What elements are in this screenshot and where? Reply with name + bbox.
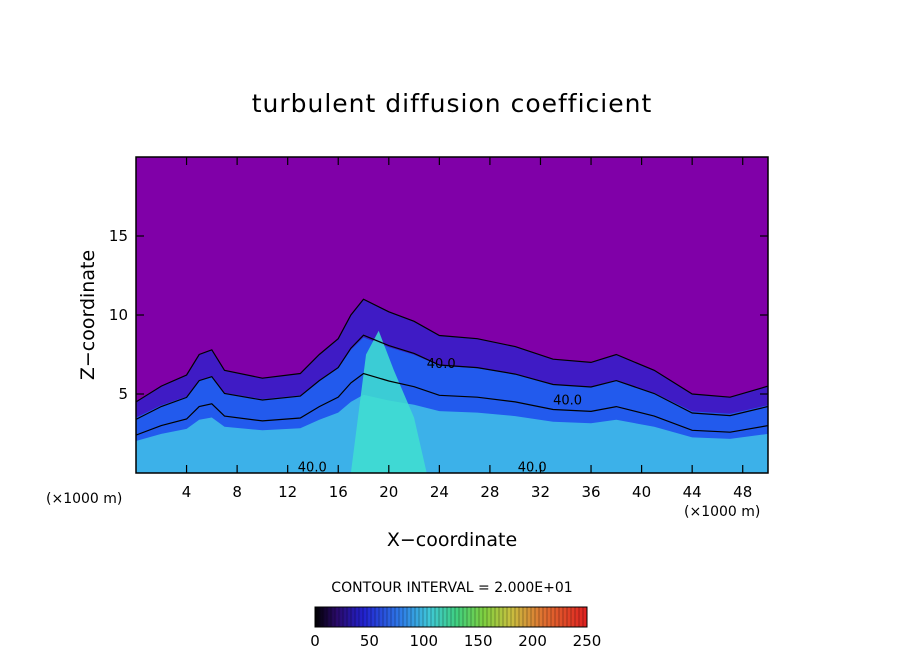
- y-axis-label: Z−coordinate: [77, 250, 99, 380]
- contour-label: 40.0: [427, 357, 456, 372]
- x-tick-label: 32: [531, 483, 550, 501]
- x-unit-right: (×1000 m): [684, 504, 760, 520]
- x-tick-label: 4: [182, 483, 192, 501]
- contour-line: [136, 372, 768, 436]
- x-tick-label: 44: [683, 483, 702, 501]
- x-tick-label: 36: [581, 483, 600, 501]
- x-tick-label: 28: [480, 483, 499, 501]
- colorbar-tick-label: 100: [409, 632, 438, 650]
- colorbar-tick-label: 0: [310, 632, 320, 650]
- field-band-high: [136, 394, 768, 473]
- x-tick-label: 8: [232, 483, 242, 501]
- x-tick-label: 12: [278, 483, 297, 501]
- x-tick-label: 20: [379, 483, 398, 501]
- x-unit-left: (×1000 m): [46, 491, 122, 507]
- x-tick-label: 48: [733, 483, 752, 501]
- contour-label: 40.0: [518, 460, 547, 475]
- contour-line: [136, 298, 768, 403]
- contour-interval-text: CONTOUR INTERVAL = 2.000E+01: [331, 580, 572, 596]
- contour-lines: [136, 298, 768, 436]
- chart-title: turbulent diffusion coefficient: [252, 89, 653, 118]
- colorbar-ticks: 0 50 100 150 200 250: [310, 632, 601, 650]
- contour-label: 40.0: [553, 393, 582, 408]
- colorbar-tick-label: 250: [573, 632, 602, 650]
- field-plume: [350, 330, 427, 473]
- y-tick-label: 5: [118, 385, 128, 403]
- colorbar: 0 50 100 150 200 250: [310, 606, 601, 650]
- contour-labels: 40.0 40.0 40.0 40.0: [298, 357, 582, 475]
- colorbar-tick-label: 200: [518, 632, 547, 650]
- contour-line: [136, 334, 768, 420]
- x-tick-label: 16: [329, 483, 348, 501]
- y-tick-label: 15: [109, 227, 128, 245]
- colorbar-tick-label: 50: [360, 632, 379, 650]
- contour-label: 40.0: [298, 460, 327, 475]
- x-axis: 4 8 12 16 20 24 28 32 36 40 44 48: [182, 157, 752, 501]
- y-tick-label: 10: [109, 306, 128, 324]
- y-axis: 5 10 15: [109, 227, 768, 403]
- x-tick-label: 24: [430, 483, 449, 501]
- x-tick-label: 40: [632, 483, 651, 501]
- colorbar-frame: [314, 606, 588, 628]
- plot-area: [136, 157, 768, 473]
- colorbar-stripes: [314, 607, 588, 627]
- x-axis-label: X−coordinate: [387, 529, 517, 551]
- field-layers: [136, 299, 768, 473]
- colorbar-tick-label: 150: [464, 632, 493, 650]
